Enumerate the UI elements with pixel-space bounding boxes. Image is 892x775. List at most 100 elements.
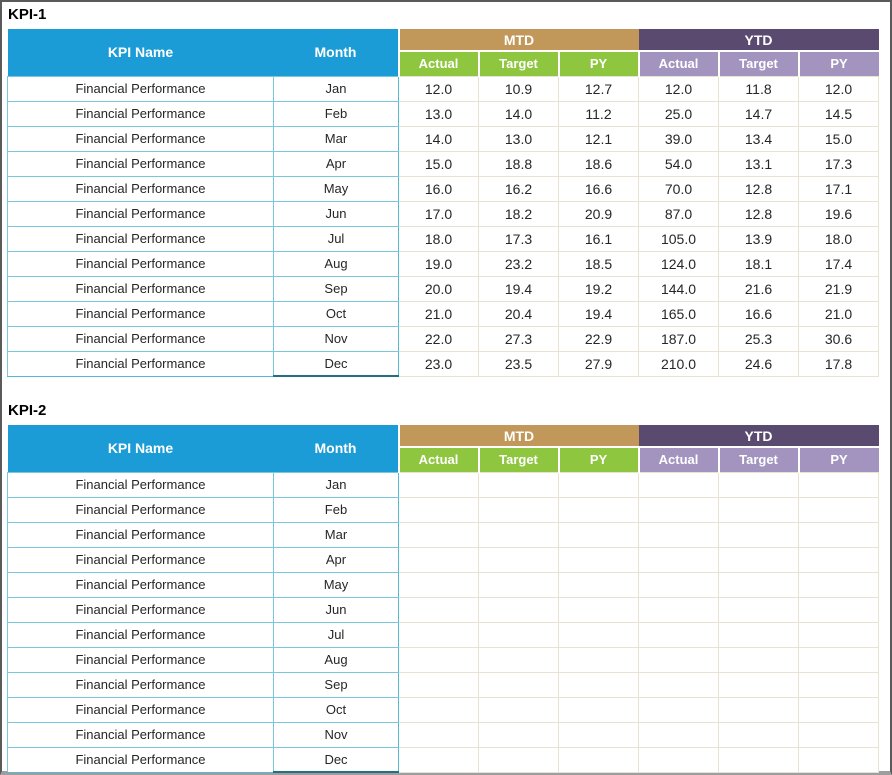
ytd-actual-cell[interactable] — [638, 521, 720, 548]
kpi-name-cell[interactable]: Financial Performance — [7, 125, 274, 152]
mtd-py-cell[interactable]: 11.2 — [557, 100, 640, 127]
ytd-py-cell[interactable]: 15.0 — [798, 125, 880, 152]
month-cell[interactable]: Nov — [273, 325, 399, 352]
kpi-name-cell[interactable]: Financial Performance — [7, 671, 274, 698]
ytd-target-cell[interactable]: 18.1 — [718, 250, 800, 277]
ytd-py-cell[interactable] — [798, 521, 880, 548]
mtd-py-cell[interactable]: 19.4 — [557, 300, 640, 327]
ytd-target-cell[interactable] — [718, 571, 800, 598]
kpi-name-cell[interactable]: Financial Performance — [7, 746, 274, 773]
ytd-py-cell[interactable] — [798, 671, 880, 698]
ytd-target-cell[interactable]: 21.6 — [718, 275, 800, 302]
mtd-actual-cell[interactable]: 12.0 — [398, 75, 479, 102]
ytd-actual-cell[interactable] — [638, 471, 720, 498]
ytd-py-cell[interactable]: 19.6 — [798, 200, 880, 227]
month-cell[interactable]: Nov — [273, 721, 399, 748]
month-cell[interactable]: Sep — [273, 275, 399, 302]
kpi-name-cell[interactable]: Financial Performance — [7, 721, 274, 748]
mtd-target-cell[interactable]: 17.3 — [478, 225, 559, 252]
ytd-py-cell[interactable] — [798, 546, 880, 573]
month-cell[interactable]: Dec — [273, 350, 399, 377]
mtd-py-cell[interactable]: 27.9 — [557, 350, 640, 377]
mtd-actual-cell[interactable] — [398, 521, 479, 548]
mtd-target-cell[interactable] — [478, 671, 559, 698]
ytd-py-cell[interactable] — [798, 621, 880, 648]
kpi-name-cell[interactable]: Financial Performance — [7, 646, 274, 673]
mtd-py-cell[interactable] — [557, 471, 640, 498]
kpi-name-cell[interactable]: Financial Performance — [7, 696, 274, 723]
kpi-name-cell[interactable]: Financial Performance — [7, 571, 274, 598]
ytd-target-cell[interactable]: 24.6 — [718, 350, 800, 377]
mtd-actual-cell[interactable]: 22.0 — [398, 325, 479, 352]
mtd-target-cell[interactable]: 27.3 — [478, 325, 559, 352]
ytd-actual-cell[interactable]: 210.0 — [638, 350, 720, 377]
ytd-py-cell[interactable]: 17.1 — [798, 175, 880, 202]
month-cell[interactable]: May — [273, 175, 399, 202]
mtd-py-cell[interactable] — [557, 571, 640, 598]
ytd-py-cell[interactable] — [798, 496, 880, 523]
mtd-actual-cell[interactable]: 16.0 — [398, 175, 479, 202]
mtd-target-cell[interactable]: 10.9 — [478, 75, 559, 102]
mtd-actual-cell[interactable] — [398, 571, 479, 598]
month-cell[interactable]: Jan — [273, 75, 399, 102]
mtd-py-cell[interactable] — [557, 721, 640, 748]
ytd-actual-cell[interactable]: 25.0 — [638, 100, 720, 127]
ytd-actual-cell[interactable] — [638, 646, 720, 673]
ytd-actual-cell[interactable] — [638, 696, 720, 723]
mtd-actual-cell[interactable]: 21.0 — [398, 300, 479, 327]
kpi-name-cell[interactable]: Financial Performance — [7, 325, 274, 352]
ytd-py-cell[interactable] — [798, 696, 880, 723]
kpi-name-cell[interactable]: Financial Performance — [7, 275, 274, 302]
month-cell[interactable]: Dec — [273, 746, 399, 773]
kpi-name-cell[interactable]: Financial Performance — [7, 621, 274, 648]
ytd-py-cell[interactable] — [798, 721, 880, 748]
ytd-actual-cell[interactable]: 165.0 — [638, 300, 720, 327]
ytd-target-cell[interactable] — [718, 621, 800, 648]
mtd-target-cell[interactable]: 23.5 — [478, 350, 559, 377]
ytd-py-cell[interactable]: 18.0 — [798, 225, 880, 252]
mtd-target-cell[interactable] — [478, 571, 559, 598]
month-cell[interactable]: Jul — [273, 225, 399, 252]
kpi-name-cell[interactable]: Financial Performance — [7, 596, 274, 623]
ytd-actual-cell[interactable]: 12.0 — [638, 75, 720, 102]
mtd-actual-cell[interactable] — [398, 496, 479, 523]
ytd-actual-cell[interactable] — [638, 621, 720, 648]
mtd-target-cell[interactable] — [478, 746, 559, 773]
kpi-name-cell[interactable]: Financial Performance — [7, 521, 274, 548]
ytd-actual-cell[interactable]: 39.0 — [638, 125, 720, 152]
ytd-target-cell[interactable]: 11.8 — [718, 75, 800, 102]
mtd-target-cell[interactable]: 18.8 — [478, 150, 559, 177]
month-cell[interactable]: Jan — [273, 471, 399, 498]
ytd-target-cell[interactable] — [718, 596, 800, 623]
mtd-actual-cell[interactable] — [398, 471, 479, 498]
mtd-py-cell[interactable] — [557, 546, 640, 573]
mtd-py-cell[interactable] — [557, 696, 640, 723]
ytd-py-cell[interactable] — [798, 596, 880, 623]
mtd-target-cell[interactable]: 20.4 — [478, 300, 559, 327]
ytd-actual-cell[interactable] — [638, 571, 720, 598]
mtd-actual-cell[interactable] — [398, 546, 479, 573]
mtd-actual-cell[interactable] — [398, 696, 479, 723]
mtd-target-cell[interactable] — [478, 721, 559, 748]
mtd-target-cell[interactable] — [478, 596, 559, 623]
mtd-target-cell[interactable]: 23.2 — [478, 250, 559, 277]
ytd-actual-cell[interactable] — [638, 671, 720, 698]
ytd-py-cell[interactable]: 30.6 — [798, 325, 880, 352]
ytd-actual-cell[interactable] — [638, 746, 720, 773]
ytd-py-cell[interactable] — [798, 571, 880, 598]
ytd-target-cell[interactable]: 16.6 — [718, 300, 800, 327]
ytd-target-cell[interactable] — [718, 521, 800, 548]
ytd-actual-cell[interactable] — [638, 496, 720, 523]
kpi-name-cell[interactable]: Financial Performance — [7, 546, 274, 573]
kpi-name-cell[interactable]: Financial Performance — [7, 75, 274, 102]
ytd-py-cell[interactable]: 17.4 — [798, 250, 880, 277]
ytd-target-cell[interactable] — [718, 746, 800, 773]
mtd-py-cell[interactable]: 12.1 — [557, 125, 640, 152]
mtd-py-cell[interactable]: 22.9 — [557, 325, 640, 352]
month-cell[interactable]: Mar — [273, 125, 399, 152]
kpi-name-cell[interactable]: Financial Performance — [7, 150, 274, 177]
mtd-actual-cell[interactable]: 19.0 — [398, 250, 479, 277]
ytd-actual-cell[interactable]: 54.0 — [638, 150, 720, 177]
ytd-target-cell[interactable] — [718, 671, 800, 698]
mtd-actual-cell[interactable] — [398, 721, 479, 748]
